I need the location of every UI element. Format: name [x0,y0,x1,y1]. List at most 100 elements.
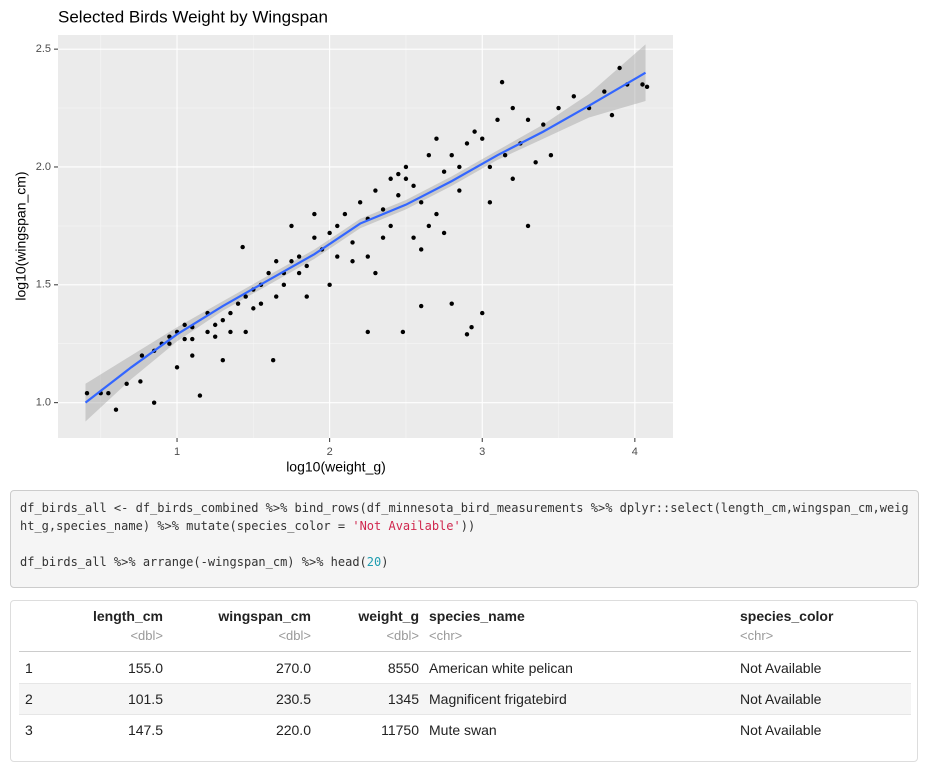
data-point [464,332,470,337]
code-line: df_birds_all %>% arrange(-wingspan_cm) %… [20,553,910,571]
data-point [640,82,645,87]
table-cell: 3 [25,722,33,738]
data-point [274,259,279,264]
data-point [502,152,508,158]
y-tick-label: 2.5 [36,43,51,55]
data-point [212,322,218,328]
data-point [228,329,233,335]
y-tick-label: 1.0 [36,397,51,409]
plot-panel [58,35,673,438]
y-tick-label: 2.0 [36,161,51,173]
table-cell: 147.5 [127,722,163,738]
data-point [419,247,424,252]
data-point [281,282,287,288]
data-point [266,270,271,276]
code-token: ) [381,555,389,569]
table-cell: Not Available [740,722,822,738]
data-point [525,223,531,229]
data-point [426,152,432,158]
column-header: species_color [740,608,834,624]
table-cell: 220.0 [275,722,311,738]
column-type: <chr> [429,628,463,643]
data-point [441,230,447,236]
data-point [296,270,302,276]
data-point [373,270,378,276]
data-point [182,322,187,328]
data-point [228,310,233,316]
code-token: )) [460,519,476,533]
data-point [304,294,309,299]
data-point [556,105,561,111]
row-separator [19,683,911,684]
data-point [487,164,493,170]
data-point [541,122,546,127]
data-point [205,329,210,335]
code-token: 'Not Available' [352,519,461,533]
data-point [235,301,241,306]
data-point [480,310,485,316]
y-axis-label: log10(wingspan_cm) [13,171,29,300]
data-point [434,211,439,217]
data-point [350,259,355,264]
data-point [274,294,279,299]
column-type: <dbl> [278,628,311,643]
table-cell: 155.0 [127,660,163,676]
data-point [113,407,119,412]
data-point [388,223,393,229]
data-point [167,341,172,346]
data-point [350,240,355,245]
data-point [472,129,477,134]
column-header: wingspan_cm [218,608,311,624]
data-point [449,152,454,158]
data-point [270,358,276,363]
data-point [190,336,195,342]
table-cell: 1 [25,660,33,676]
data-point [426,223,432,229]
code-token: df_birds_all <- df_birds_combined %>% bi… [20,501,909,533]
code-token: 20 [366,555,382,569]
x-tick-label: 2 [327,446,333,458]
data-point [182,336,187,342]
data-point [106,391,111,396]
data-point [617,65,622,71]
table-cell: 101.5 [127,691,163,707]
column-header: weight_g [358,608,419,624]
column-type: <chr> [740,628,774,643]
data-point [457,188,462,193]
data-point [400,329,406,335]
table-cell: Not Available [740,660,822,676]
data-point [533,160,538,165]
data-point [151,400,157,405]
table-cell: Mute swan [429,722,497,738]
data-point [327,282,332,288]
table-cell: 1345 [387,691,419,707]
data-point [480,136,485,141]
table-cell: 11750 [381,722,419,738]
data-point [510,176,515,181]
data-point [365,329,370,335]
code-block: df_birds_all <- df_birds_combined %>% bi… [10,490,919,588]
data-point [212,334,218,339]
data-point [411,235,416,240]
column-type: <dbl> [386,628,419,643]
y-tick-label: 1.5 [36,279,51,291]
data-point [499,79,505,85]
row-background [19,683,911,714]
data-point [289,259,294,264]
data-point [251,306,256,311]
data-point [644,84,650,90]
data-point [335,223,340,229]
data-point [380,235,386,240]
smooth-line [84,71,647,404]
data-table: length_cm <dbl> wingspan_cm <dbl> weight_g <d… [10,600,918,762]
data-point [312,235,317,240]
data-point [396,171,401,177]
data-point [388,176,393,181]
column-header: species_name [429,608,525,624]
table-cell: American white pelican [429,660,573,676]
data-point [495,117,500,123]
data-point [487,200,493,205]
data-point [609,112,615,118]
data-point [243,329,248,335]
data-point [335,254,340,259]
